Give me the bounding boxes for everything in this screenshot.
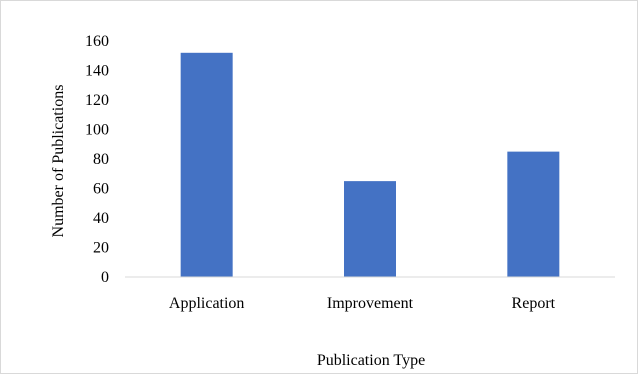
bar-improvement: [344, 181, 396, 277]
y-tick-label: 160: [85, 33, 109, 50]
x-tick-label: Improvement: [327, 295, 414, 312]
y-tick-label: 20: [93, 240, 109, 257]
y-tick-label: 120: [85, 92, 109, 109]
bar-application: [180, 52, 233, 277]
y-tick-label: 60: [93, 181, 109, 198]
y-axis-title: Number of Publications: [50, 85, 67, 238]
x-tick-label: Report: [512, 295, 556, 312]
x-axis-title: Publication Type: [317, 352, 425, 369]
x-tick-label: Application: [169, 295, 245, 312]
x-axis-ticks: Application Improvement Report: [169, 295, 556, 312]
y-axis-ticks: 0 20 40 60 80 100 120 140 160: [85, 33, 109, 286]
y-tick-label: 40: [93, 210, 109, 227]
y-tick-label: 80: [93, 151, 109, 168]
bars: [180, 52, 560, 277]
bar-report: [507, 151, 560, 277]
y-tick-label: 140: [85, 63, 109, 80]
y-tick-label: 0: [101, 269, 109, 286]
y-tick-label: 100: [85, 122, 109, 139]
